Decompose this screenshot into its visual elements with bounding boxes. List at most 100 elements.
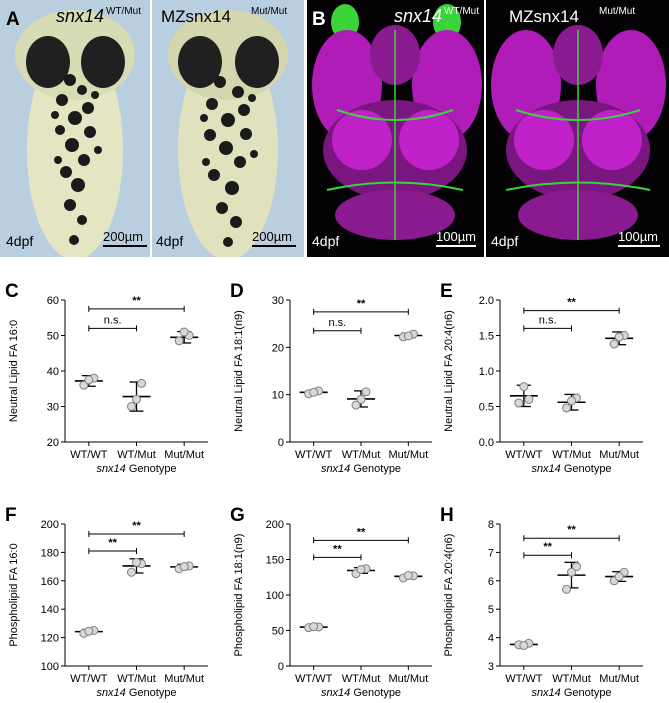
panel-a-left-scale-label: 200µm — [103, 229, 143, 244]
x-axis-title-f: snx14 Genotype — [96, 687, 176, 699]
y-tick-label-h: 7 — [488, 547, 494, 559]
panel-b-right-superscript: Mut/Mut — [599, 6, 635, 17]
data-point-g — [403, 570, 413, 580]
y-tick-label-g: 100 — [266, 590, 284, 602]
x-axis-title-d: snx14 Genotype — [321, 463, 401, 475]
significance-label-h: ** — [567, 524, 576, 536]
y-tick-label-f: 180 — [41, 547, 59, 559]
y-tick-label-h: 5 — [488, 604, 494, 616]
panel-b-left-title: snx14 — [394, 6, 442, 26]
panel-a-left-title: snx14 — [56, 6, 104, 26]
panel-label-c: C — [5, 281, 19, 302]
panel-a-right-title: MZsnx14 — [161, 7, 231, 26]
data-point-g — [309, 622, 319, 632]
y-tick-label-e: 1.5 — [479, 331, 494, 343]
x-tick-label-g: WT/Mut — [342, 673, 381, 685]
panel-a-right-superscript: Mut/Mut — [251, 6, 287, 17]
x-tick-label-e: WT/Mut — [552, 449, 591, 461]
zebrafish-brain-confocal-right — [491, 25, 666, 240]
panel-a-right-image — [152, 0, 304, 257]
panel-label-a: A — [6, 9, 20, 30]
x-tick-label-e: WT/WT — [505, 449, 543, 461]
data-point-e — [614, 332, 624, 342]
significance-label-g: ** — [333, 543, 342, 555]
data-point-e — [524, 394, 534, 404]
significance-label-h: ** — [543, 541, 552, 553]
data-point-g — [356, 564, 366, 574]
y-tick-label-c: 20 — [47, 437, 59, 449]
y-axis-title-d: Neutral Lipid FA 18:1(n9) — [233, 310, 245, 432]
data-point-c — [137, 378, 146, 388]
y-tick-label-d: 30 — [272, 295, 284, 307]
y-axis-title-e: Neutral Lipid FA 20:4(n6) — [443, 310, 455, 432]
y-tick-label-g: 200 — [266, 519, 284, 531]
x-axis-title-c: snx14 Genotype — [96, 463, 176, 475]
y-tick-label-e: 1.0 — [479, 366, 494, 378]
data-point-e — [514, 398, 524, 408]
data-point-c — [84, 375, 94, 385]
significance-label-d: n.s. — [328, 317, 346, 329]
y-tick-label-h: 8 — [488, 519, 494, 531]
panel-label-b: B — [312, 9, 326, 30]
y-tick-label-g: 0 — [278, 661, 284, 673]
y-axis-title-f: Phospholipid FA 16:0 — [8, 543, 20, 646]
data-point-f — [132, 557, 141, 567]
panel-a-left-image — [0, 0, 150, 257]
significance-label-f: ** — [132, 520, 141, 532]
panel-label-f: F — [5, 505, 17, 526]
y-tick-label-h: 6 — [488, 576, 494, 588]
data-point-d — [351, 400, 361, 410]
x-tick-label-c: WT/Mut — [117, 449, 156, 461]
y-axis-title-h: Phospholipid FA 20:4(n6) — [443, 534, 455, 657]
panel-b-right-scale-label: 100µm — [618, 229, 658, 244]
y-tick-label-d: 0 — [278, 437, 284, 449]
panel-b-left-image — [307, 0, 484, 257]
data-point-h — [614, 572, 624, 582]
zebrafish-larva-brightfield-right — [168, 10, 288, 257]
x-axis-title-g: snx14 Genotype — [321, 687, 401, 699]
data-point-d — [361, 387, 371, 397]
data-point-d — [356, 394, 366, 404]
panel-b-left-superscript: WT/Mut — [444, 6, 479, 17]
y-tick-label-e: 0.5 — [479, 402, 494, 414]
panel-a-right-stage: 4dpf — [156, 233, 183, 249]
panel-label-e: E — [440, 281, 453, 302]
panel-b-right-title: MZsnx14 — [509, 7, 579, 26]
data-point-e — [567, 396, 576, 406]
x-tick-label-d: Mut/Mut — [388, 449, 428, 461]
data-point-d — [309, 387, 319, 397]
y-tick-label-d: 20 — [272, 342, 284, 354]
y-tick-label-c: 40 — [47, 366, 59, 378]
x-tick-label-d: WT/Mut — [342, 449, 381, 461]
x-tick-label-g: WT/WT — [295, 673, 333, 685]
panel-b-left-scale-label: 100µm — [436, 229, 476, 244]
x-tick-label-h: WT/WT — [505, 673, 543, 685]
data-point-c — [127, 402, 136, 411]
panel-label-g: G — [230, 505, 245, 526]
y-tick-label-h: 3 — [488, 661, 494, 673]
y-tick-label-e: 0.0 — [479, 437, 494, 449]
significance-label-f: ** — [108, 537, 117, 549]
data-point-f — [84, 626, 94, 636]
y-tick-label-c: 50 — [47, 331, 59, 343]
x-axis-title-e: snx14 Genotype — [531, 463, 611, 475]
x-tick-label-f: WT/Mut — [117, 673, 156, 685]
y-axis-title-g: Phospholipid FA 18:1(n9) — [233, 534, 245, 657]
y-tick-label-c: 60 — [47, 295, 59, 307]
x-axis-title-h: snx14 Genotype — [531, 687, 611, 699]
x-tick-label-c: Mut/Mut — [164, 449, 204, 461]
zebrafish-brain-confocal-left — [312, 4, 482, 240]
significance-label-e: ** — [567, 297, 576, 309]
x-tick-label-f: WT/WT — [70, 673, 108, 685]
data-point-h — [562, 584, 571, 594]
x-tick-label-g: Mut/Mut — [388, 673, 428, 685]
y-tick-label-e: 2.0 — [479, 295, 494, 307]
x-tick-label-f: Mut/Mut — [164, 673, 204, 685]
panel-label-h: H — [440, 505, 454, 526]
x-tick-label-d: WT/WT — [295, 449, 333, 461]
x-tick-label-c: WT/WT — [70, 449, 108, 461]
y-tick-label-g: 150 — [266, 555, 284, 567]
panel-b-left-stage: 4dpf — [312, 233, 339, 249]
data-point-f — [127, 567, 136, 577]
